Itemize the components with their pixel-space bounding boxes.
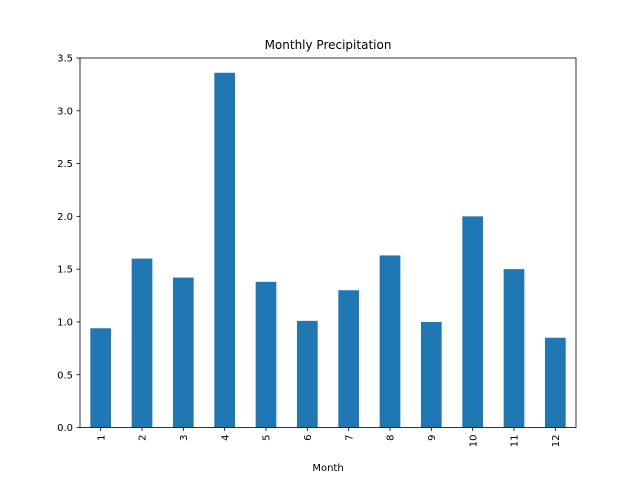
x-tick-label: 5: [262, 435, 273, 441]
x-tick-label: 2: [138, 435, 149, 441]
chart-title: Monthly Precipitation: [265, 38, 392, 52]
y-tick-label: 1.0: [57, 318, 73, 329]
bar-month-11: [503, 269, 525, 428]
bar-month-4: [214, 72, 235, 428]
x-tick-label: 1: [96, 435, 107, 441]
bar-month-9: [421, 321, 442, 428]
y-tick-label: 3.5: [57, 54, 73, 65]
y-tick-label: 0.5: [57, 370, 73, 381]
bar-month-6: [297, 320, 318, 428]
x-tick-label: 12: [551, 435, 562, 448]
bar-month-2: [131, 258, 153, 428]
y-tick-label: 3.0: [57, 106, 73, 117]
y-tick-label: 2.0: [57, 212, 73, 223]
x-tick-label: 9: [427, 435, 438, 441]
y-tick-label: 0.0: [57, 423, 73, 434]
x-tick-label: 6: [303, 435, 314, 441]
bar-month-1: [90, 328, 111, 428]
bar-month-5: [255, 281, 277, 428]
x-tick-label: 11: [510, 435, 521, 448]
x-tick-label: 8: [386, 435, 397, 441]
x-tick-label: 10: [468, 435, 479, 448]
x-axis-title: Month: [312, 463, 343, 474]
plot-frame: [79, 57, 577, 428]
bar-month-3: [173, 277, 194, 428]
x-tick-label: 4: [220, 435, 231, 441]
bar-month-7: [338, 290, 359, 428]
y-tick-label: 1.5: [57, 265, 73, 276]
y-axis: 0.0 0.5 1.0 1.5 2.0 2.5 3.0 3.5: [57, 54, 80, 434]
x-tick-label: 7: [344, 435, 355, 441]
y-tick-label: 2.5: [57, 159, 73, 170]
bars-group: [90, 72, 566, 428]
bar-month-12: [545, 337, 566, 428]
bar-month-10: [462, 216, 483, 428]
bar-month-8: [379, 255, 401, 428]
x-tick-label: 3: [179, 435, 190, 441]
x-axis: 1 2 3 4 5 6 7 8 9 10 11 12: [96, 427, 562, 448]
